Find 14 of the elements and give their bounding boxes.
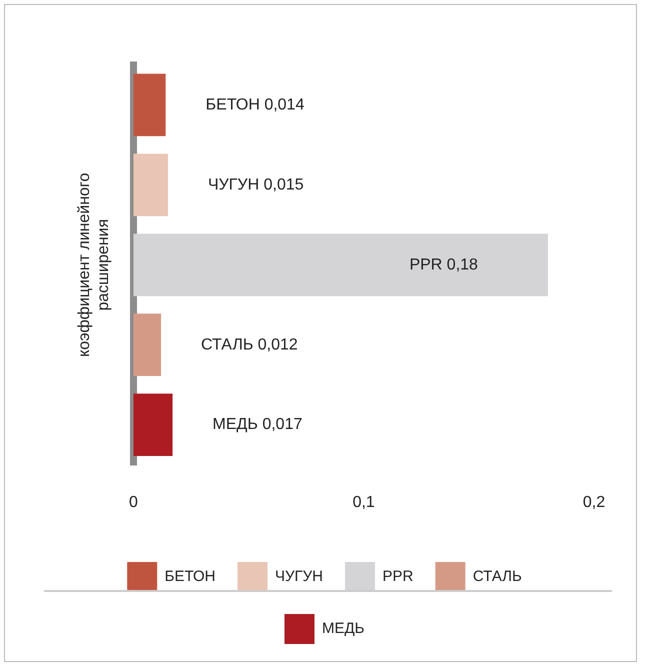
legend-label: БЕТОН xyxy=(164,568,216,586)
data-label: ЧУГУН 0,015 xyxy=(208,176,304,194)
data-label: СТАЛЬ 0,012 xyxy=(201,336,298,354)
data-label: PPR 0,18 xyxy=(409,256,478,274)
data-label: МЕДЬ 0,017 xyxy=(212,416,302,434)
data-label: БЕТОН 0,014 xyxy=(206,96,304,114)
legend-label: СТАЛЬ xyxy=(472,568,522,586)
x-tick-label: 0 xyxy=(128,494,138,511)
legend-label: PPR xyxy=(382,568,414,586)
legend-label: ЧУГУН xyxy=(274,568,323,586)
y-axis-title: коэффициент линейного расширения xyxy=(76,172,112,357)
x-tick-label: 0,2 xyxy=(582,494,606,511)
x-tick-label: 0,1 xyxy=(352,494,375,511)
legend-label: МЕДЬ xyxy=(322,620,365,638)
